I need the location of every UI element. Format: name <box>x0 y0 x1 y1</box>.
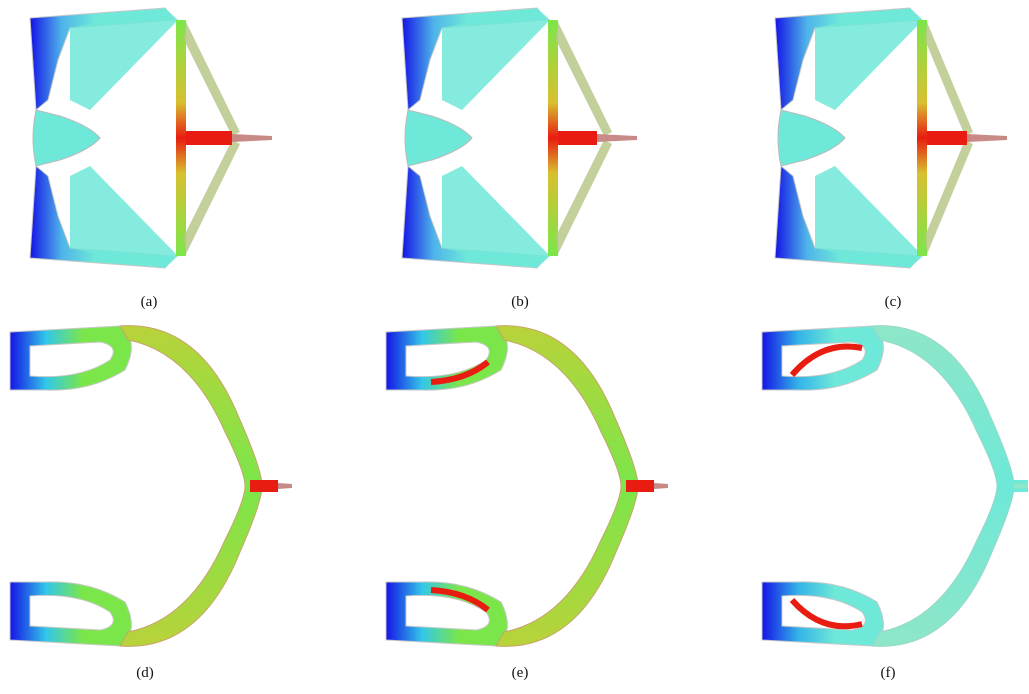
outer-arc <box>871 325 1015 647</box>
lower-diagonal <box>70 166 178 268</box>
lower-diagonal <box>442 166 550 268</box>
panel-d <box>9 325 292 647</box>
outer-arc <box>495 325 639 647</box>
upper-brace <box>184 22 240 136</box>
upper-diagonal <box>70 8 178 110</box>
caption-a: (a) <box>140 294 158 310</box>
upper-diagonal <box>442 8 550 110</box>
spike-tip <box>597 134 637 142</box>
panel-a <box>29 7 272 269</box>
outer-arc <box>119 325 263 647</box>
center-spike <box>927 131 967 145</box>
vertical-bar <box>548 20 558 256</box>
spike-tip <box>232 134 272 142</box>
panel-c <box>774 7 1007 269</box>
lower-diagonal <box>815 166 923 268</box>
center-notch <box>32 109 101 167</box>
upper-loop <box>761 325 884 391</box>
caption-d: (d) <box>136 665 154 681</box>
center-spike <box>250 480 278 492</box>
upper-loop-stress <box>789 343 863 377</box>
caption-c: (c) <box>884 294 902 310</box>
upper-brace <box>556 22 612 136</box>
center-spike <box>186 131 232 145</box>
vertical-bar <box>176 20 186 256</box>
panel-b <box>401 7 637 269</box>
upper-diagonal <box>815 8 923 110</box>
center-spike <box>558 131 597 145</box>
center-notch <box>777 109 846 167</box>
lower-loop <box>761 581 884 647</box>
lower-loop-stress <box>430 587 490 613</box>
upper-brace <box>925 22 973 136</box>
upper-loop <box>9 325 132 391</box>
lower-loop <box>9 581 132 647</box>
caption-f: (f) <box>880 665 896 681</box>
panel-f <box>761 325 1028 647</box>
panel-e <box>385 325 668 647</box>
spike-tip <box>654 483 668 489</box>
caption-e: (e) <box>511 665 529 681</box>
caption-b: (b) <box>511 294 529 310</box>
center-spike <box>997 480 1028 492</box>
spike-tip <box>278 483 292 489</box>
lower-brace <box>556 140 612 254</box>
lower-loop-stress <box>789 597 863 630</box>
center-spike <box>626 480 654 492</box>
lower-brace <box>925 140 973 254</box>
lower-brace <box>184 140 240 254</box>
center-notch <box>404 109 473 167</box>
upper-loop-stress <box>430 359 490 385</box>
vertical-bar <box>917 20 927 256</box>
spike-tip <box>967 134 1007 142</box>
spike-tip <box>1014 483 1028 489</box>
